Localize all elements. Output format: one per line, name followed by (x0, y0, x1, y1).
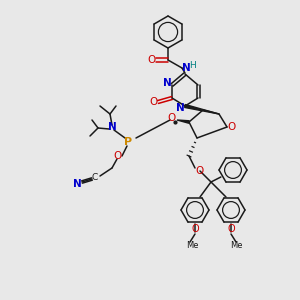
Text: P: P (124, 137, 132, 147)
Text: N: N (176, 103, 184, 113)
Polygon shape (185, 104, 219, 114)
Text: N: N (182, 63, 190, 73)
Text: Me: Me (230, 242, 242, 250)
Text: O: O (147, 55, 155, 65)
Text: O: O (114, 151, 122, 161)
Text: C: C (92, 173, 98, 182)
Text: O: O (196, 166, 204, 176)
Text: O: O (167, 113, 175, 123)
Text: Me: Me (186, 242, 198, 250)
Polygon shape (177, 120, 189, 123)
Text: N: N (163, 78, 171, 88)
Text: H: H (189, 61, 195, 70)
Text: O: O (191, 224, 199, 234)
Text: N: N (73, 179, 81, 189)
Text: N: N (108, 122, 116, 132)
Text: O: O (227, 224, 235, 234)
Text: O: O (149, 97, 157, 107)
Text: O: O (228, 122, 236, 132)
